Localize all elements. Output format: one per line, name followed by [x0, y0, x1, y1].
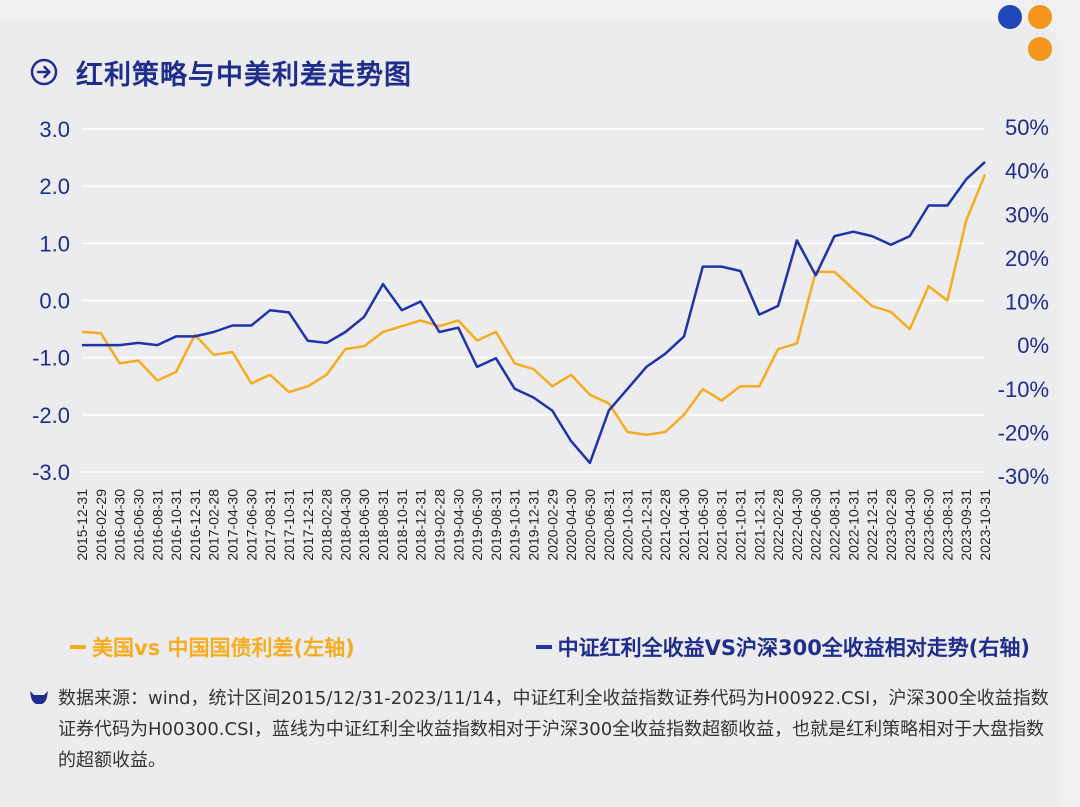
line-chart: 3.0 2.0 1.0 0.0 -1.0 -2.0 -3.0 50% 40% 30% 20% 10%… [32, 115, 1049, 561]
x-tick-label: 2023-08-31 [939, 489, 955, 561]
x-tick-label: 2016-04-30 [112, 489, 128, 561]
legend-item-spread: 美国vs 中国国债利差(左轴) [70, 632, 355, 662]
x-tick-label: 2019-02-28 [431, 489, 447, 561]
relative-series-line [82, 160, 986, 465]
x-tick-label: 2023-04-30 [902, 489, 918, 561]
x-tick-label: 2019-04-30 [450, 489, 466, 561]
y-right-tick-label: -30% [998, 464, 1049, 489]
x-tick-label: 2021-10-31 [732, 489, 748, 561]
x-tick-label: 2017-04-30 [225, 489, 241, 561]
x-tick-label: 2019-12-31 [526, 489, 542, 561]
x-tick-label: 2022-10-31 [845, 489, 861, 561]
orange-dot-icon [1028, 5, 1052, 29]
y-left-tick-label: 0.0 [39, 289, 70, 314]
x-tick-label: 2018-12-31 [413, 489, 429, 561]
chart-header: 红利策略与中美利差走势图 [30, 52, 412, 92]
x-tick-label: 2020-04-30 [563, 489, 579, 561]
x-tick-label: 2018-04-30 [337, 489, 353, 561]
y-left-tick-label: -1.0 [32, 346, 70, 371]
legend-swatch-orange [70, 645, 86, 649]
x-tick-label: 2020-02-29 [544, 489, 560, 561]
x-tick-label: 2018-10-31 [394, 489, 410, 561]
decorative-dots-logo [998, 5, 1058, 61]
y-axis-right: 50% 40% 30% 20% 10% 0% -10% -20% -30% [998, 115, 1049, 489]
x-tick-label: 2016-08-31 [149, 489, 165, 561]
legend-swatch-blue [535, 645, 552, 649]
x-tick-label: 2022-12-31 [864, 489, 880, 561]
bull-icon [30, 691, 48, 704]
x-tick-label: 2015-12-31 [74, 489, 90, 561]
x-tick-label: 2018-08-31 [375, 489, 391, 561]
blue-dot-icon [998, 5, 1022, 29]
x-tick-label: 2019-08-31 [488, 489, 504, 561]
legend-item-relative: 中证红利全收益VS沪深300全收益相对走势(右轴) [535, 632, 1030, 662]
x-tick-label: 2020-08-31 [601, 489, 617, 561]
x-tick-label: 2017-08-31 [262, 489, 278, 561]
x-tick-label: 2023-02-28 [883, 489, 899, 561]
x-tick-label: 2018-06-30 [356, 489, 372, 561]
y-left-tick-label: 2.0 [39, 174, 70, 199]
arrow-circle-icon [30, 58, 58, 86]
x-tick-label: 2023-06-30 [921, 489, 937, 561]
orange-dot-icon [1028, 37, 1052, 61]
y-right-tick-label: 20% [1005, 246, 1049, 271]
x-tick-label: 2016-02-29 [93, 489, 109, 561]
y-right-tick-label: 50% [1005, 115, 1049, 140]
x-tick-label: 2019-10-31 [507, 489, 523, 561]
x-tick-label: 2021-12-31 [751, 489, 767, 561]
x-tick-label: 2020-10-31 [620, 489, 636, 561]
y-right-tick-label: -20% [998, 420, 1049, 445]
y-left-tick-label: 1.0 [39, 231, 70, 256]
x-tick-label: 2016-10-31 [168, 489, 184, 561]
x-tick-label: 2018-02-28 [319, 489, 335, 561]
y-axis-left: 3.0 2.0 1.0 0.0 -1.0 -2.0 -3.0 [32, 117, 70, 485]
legend-label-relative: 中证红利全收益VS沪深300全收益相对走势(右轴) [557, 636, 1030, 660]
y-right-tick-label: 30% [1005, 202, 1049, 227]
x-tick-label: 2022-06-30 [808, 489, 824, 561]
x-tick-label: 2021-08-31 [714, 489, 730, 561]
x-tick-label: 2021-06-30 [695, 489, 711, 561]
x-tick-label: 2022-08-31 [827, 489, 843, 561]
y-left-tick-label: 3.0 [39, 117, 70, 142]
x-tick-label: 2021-02-28 [657, 489, 673, 561]
x-tick-label: 2017-06-30 [243, 489, 259, 561]
series-lines [81, 160, 987, 465]
legend-label-spread: 美国vs 中国国债利差(左轴) [92, 636, 355, 660]
x-tick-label: 2020-12-31 [638, 489, 654, 561]
x-tick-label: 2020-06-30 [582, 489, 598, 561]
legend: 美国vs 中国国债利差(左轴) 中证红利全收益VS沪深300全收益相对走势(右轴… [70, 632, 1030, 662]
y-right-tick-label: 40% [1005, 159, 1049, 184]
x-tick-label: 2023-10-31 [977, 489, 993, 561]
x-tick-label: 2019-06-30 [469, 489, 485, 561]
x-tick-label: 2023-09-31 [958, 489, 974, 561]
spread-series-line [81, 174, 987, 437]
x-tick-label: 2017-12-31 [300, 489, 316, 561]
x-tick-label: 2016-06-30 [130, 489, 146, 561]
chart-title: 红利策略与中美利差走势图 [76, 59, 412, 91]
y-right-tick-label: 10% [1005, 290, 1049, 315]
x-tick-label: 2022-04-30 [789, 489, 805, 561]
grid [82, 128, 985, 473]
y-right-tick-label: -10% [998, 377, 1049, 402]
x-tick-label: 2016-12-31 [187, 489, 203, 561]
y-right-tick-label: 0% [1017, 333, 1049, 358]
x-tick-label: 2021-04-30 [676, 489, 692, 561]
x-axis-ticks: 2015-12-31 2016-02-29 2016-04-30 2016-06-30… [74, 489, 993, 561]
source-note: 数据来源：wind，统计区间2015/12/31-2023/11/14，中证红利… [58, 688, 1049, 771]
y-left-tick-label: -2.0 [32, 403, 70, 428]
y-left-tick-label: -3.0 [32, 460, 70, 485]
x-tick-label: 2017-02-28 [206, 489, 222, 561]
x-tick-label: 2022-02-28 [770, 489, 786, 561]
x-tick-label: 2017-10-31 [281, 489, 297, 561]
